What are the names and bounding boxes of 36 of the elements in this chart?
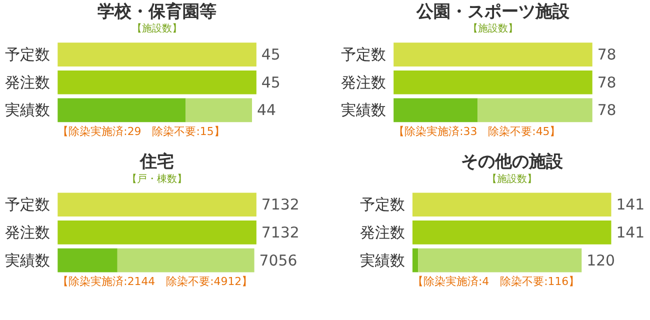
chart-title: 住宅 bbox=[139, 150, 174, 171]
data-label: 45 bbox=[261, 46, 280, 64]
y-tick-label: 発注数 bbox=[341, 73, 386, 92]
y-tick-label: 予定数 bbox=[5, 196, 50, 214]
data-label: 78 bbox=[597, 46, 616, 64]
total-label: 78 bbox=[597, 101, 616, 120]
y-tick-label: 発注数 bbox=[5, 223, 50, 242]
y-tick-label: 発注数 bbox=[5, 73, 50, 92]
y-tick-label: 実績数 bbox=[360, 251, 406, 270]
y-tick-label: 実績数 bbox=[341, 101, 386, 120]
total-label: 44 bbox=[256, 101, 276, 120]
y-tick-label: 実績数 bbox=[5, 101, 50, 120]
y-tick-label: 発注数 bbox=[360, 223, 406, 242]
text: 【除染実施済:4 除染不要:116】 bbox=[412, 275, 580, 288]
y-tick-label: 予定数 bbox=[341, 46, 386, 64]
chart-title: 学校・保育園等 bbox=[98, 0, 217, 21]
chart-subtitle: 【施設数】 bbox=[132, 22, 182, 35]
data-label: 7132 bbox=[261, 223, 300, 242]
text: 【除染実施済:29 除染不要:15】 bbox=[58, 125, 225, 138]
y-tick-label: 予定数 bbox=[360, 196, 406, 214]
data-label: 7132 bbox=[261, 196, 300, 214]
total-label: 7056 bbox=[259, 251, 298, 270]
total-label: 120 bbox=[586, 251, 616, 270]
chart-title: 公園・スポーツ施設 bbox=[415, 0, 570, 21]
data-label: 45 bbox=[261, 73, 280, 92]
chart-subtitle: 【戸・棟数】 bbox=[127, 172, 188, 185]
data-label: 141 bbox=[616, 223, 645, 242]
chart-subtitle: 【施設数】 bbox=[486, 172, 537, 185]
chart-title: その他の施設 bbox=[460, 150, 564, 171]
data-label: 141 bbox=[616, 196, 645, 214]
text: 【除染実施済:2144 除染不要:4912】 bbox=[58, 275, 253, 288]
y-tick-label: 実績数 bbox=[5, 251, 50, 270]
chart-subtitle: 【施設数】 bbox=[468, 22, 518, 35]
text: 【除染実施済:33 除染不要:45】 bbox=[394, 125, 561, 138]
data-label: 78 bbox=[597, 73, 616, 92]
y-tick-label: 予定数 bbox=[5, 46, 50, 64]
